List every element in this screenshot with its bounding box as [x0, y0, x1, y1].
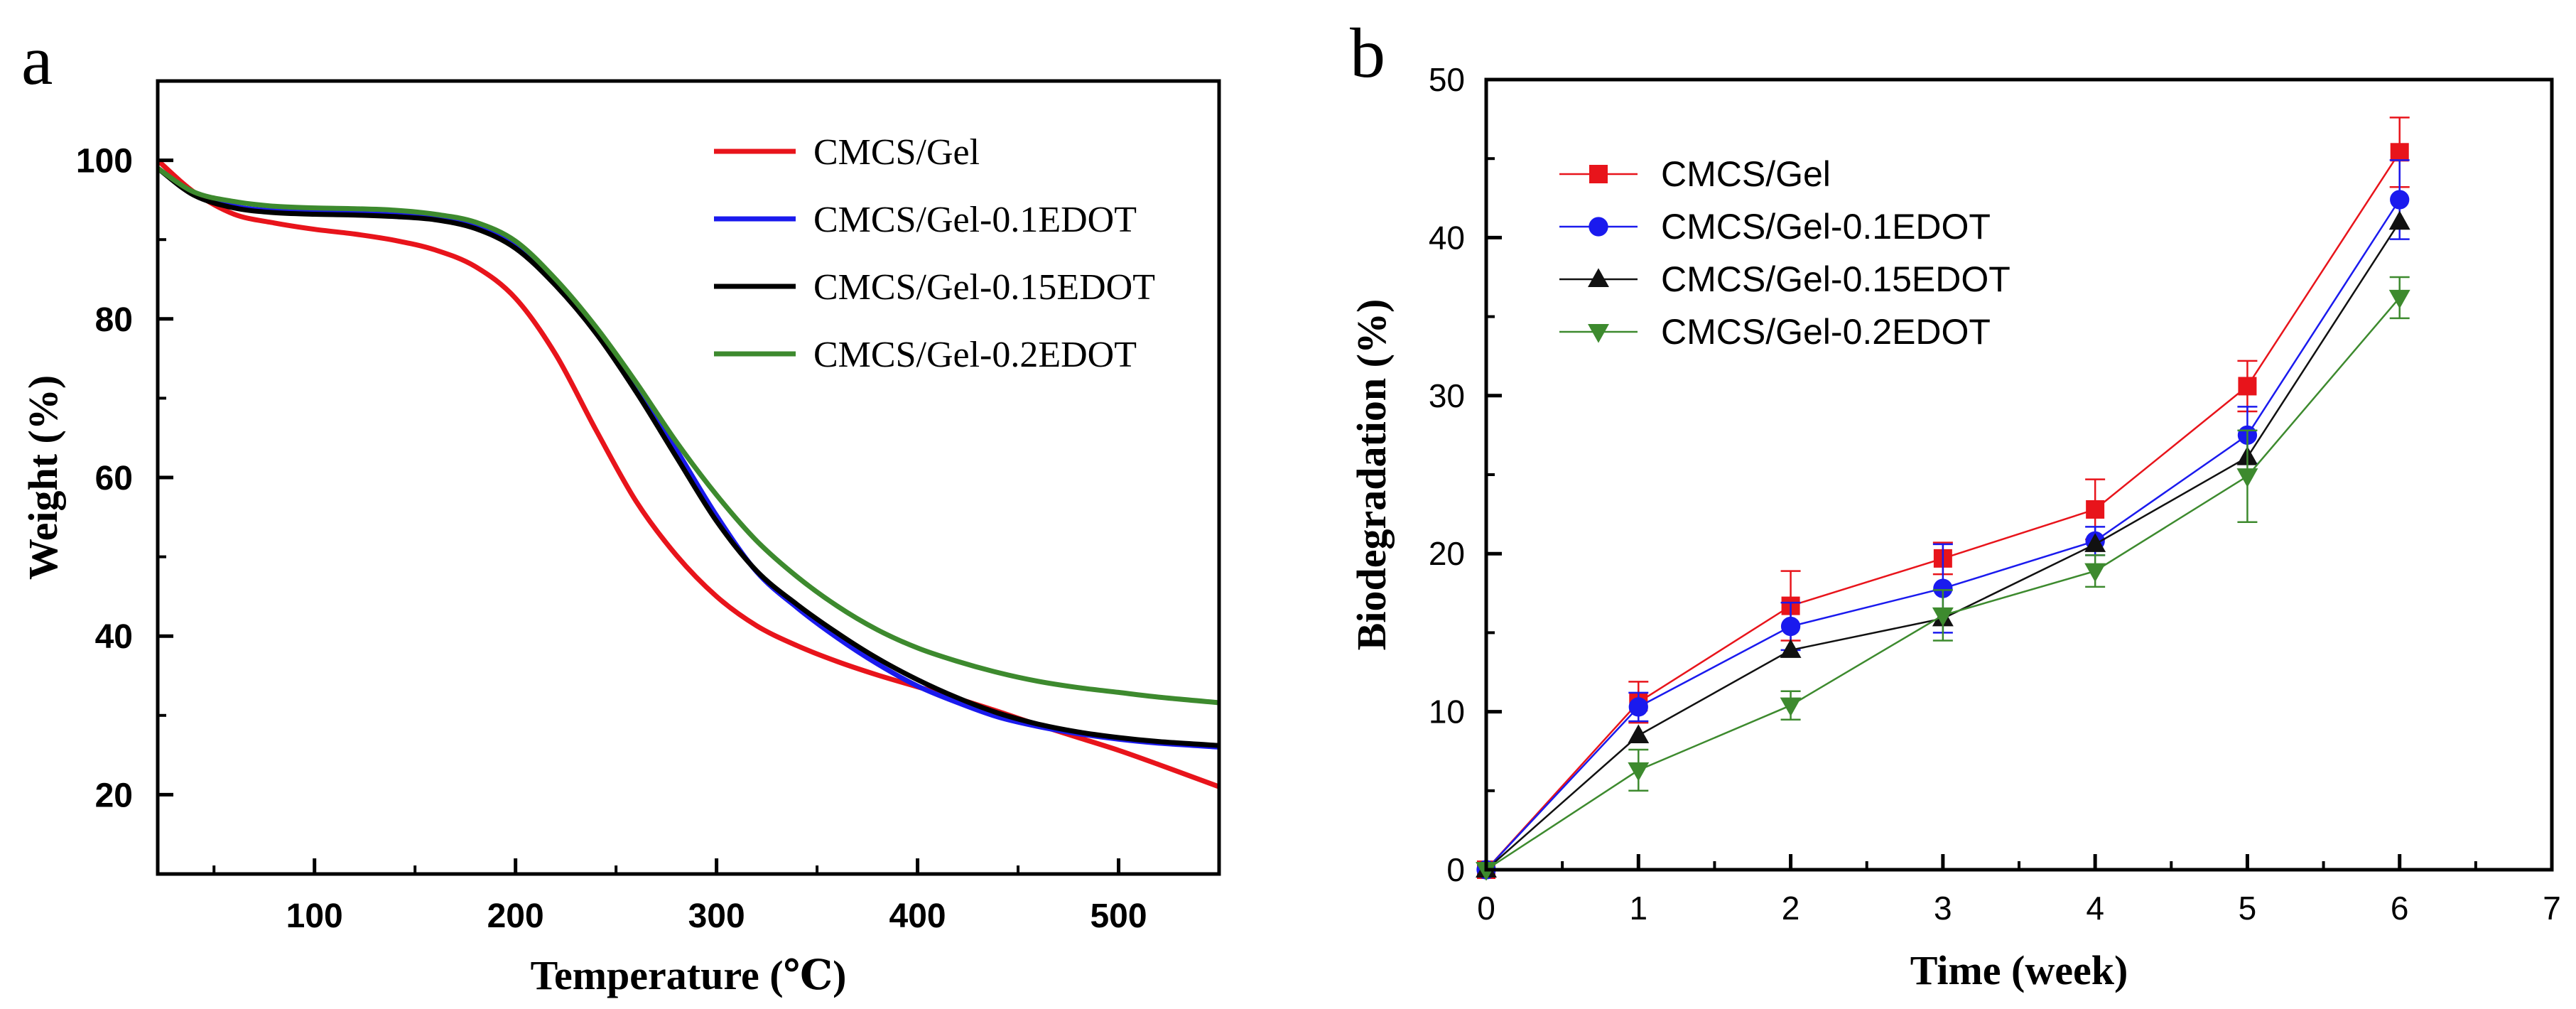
panel-a-x-tick-label: 100 — [286, 897, 343, 935]
panel-b-data-point-cmcs-gel-0-1edot — [2390, 190, 2410, 210]
panel-b-y-tick-label: 20 — [1429, 535, 1465, 572]
panel-b-x-tick-label: 5 — [2239, 890, 2257, 927]
panel-b-x-tick-label: 7 — [2543, 890, 2561, 927]
panel-b-x-tick-label: 4 — [2086, 890, 2104, 927]
panel-a-y-tick-label: 20 — [95, 777, 133, 814]
panel-a-legend-label: CMCS/Gel-0.2EDOT — [813, 335, 1137, 375]
panel-b-x-tick-label: 3 — [1934, 890, 1952, 927]
panel-b-data-point-cmcs-gel-0-2edot — [1932, 607, 1954, 627]
panel-a-y-axis-title: Weight (%) — [20, 375, 66, 580]
panel-a-legend-label: CMCS/Gel — [813, 132, 980, 173]
panel-b-y-tick-label: 0 — [1446, 851, 1465, 888]
panel-a-series-line-cmcs-gel-0-2edot — [156, 166, 1220, 706]
panel-a-tga-chart: a 100 200 300 400 500 20 40 60 80 100 Temperature… — [20, 21, 1221, 998]
panel-a-x-tick-label: 400 — [889, 897, 946, 935]
panel-b-legend-marker — [1588, 268, 1609, 288]
panel-b-x-axis-title: Time (week) — [1910, 947, 2128, 993]
panel-b-x-tick-label: 1 — [1629, 890, 1647, 927]
panel-a-y-tick-label: 80 — [95, 301, 133, 339]
panel-b-data-point-cmcs-gel-0-1edot — [1628, 697, 1648, 717]
panel-b-x-tick-label: 0 — [1477, 890, 1495, 927]
panel-b-legend: CMCS/Gel CMCS/Gel-0.1EDOT CMCS/Gel-0.15EDO… — [1559, 154, 2011, 352]
panel-a-x-tick-label: 500 — [1090, 897, 1147, 935]
panel-a-y-tick-label: 40 — [95, 618, 133, 656]
panel-b-legend-marker — [1589, 165, 1608, 183]
panel-a-y-tick-label: 60 — [95, 460, 133, 497]
panel-b-data-point-cmcs-gel-0-15edot — [2084, 533, 2106, 552]
panel-b-data-point-cmcs-gel-0-2edot — [1628, 762, 1650, 782]
panel-b-y-tick-label: 40 — [1429, 219, 1465, 256]
panel-b-legend-label: CMCS/Gel — [1661, 154, 1831, 194]
panel-b-legend-label: CMCS/Gel-0.2EDOT — [1661, 312, 1991, 352]
panel-a-series-line-cmcs-gel-0-15edot — [156, 166, 1220, 748]
panel-b-y-tick-label: 10 — [1429, 694, 1465, 730]
panel-b-label: b — [1350, 14, 1385, 92]
panel-a-y-tick-label: 100 — [76, 143, 133, 180]
panel-b-data-point-cmcs-gel — [2390, 143, 2409, 162]
panel-a-x-tick-label: 300 — [688, 897, 745, 935]
panel-b-legend-marker — [1589, 217, 1608, 237]
panel-b-y-tick-label: 30 — [1429, 377, 1465, 414]
panel-b-data-point-cmcs-gel — [2238, 377, 2257, 396]
panel-a-x-tick-label: 200 — [487, 897, 544, 935]
panel-b-y-axis-title: Biodegradation (%) — [1348, 299, 1395, 651]
panel-b-data-point-cmcs-gel-0-1edot — [1780, 616, 1801, 637]
panel-b-data-point-cmcs-gel-0-15edot — [1628, 724, 1650, 744]
panel-b-data-point-cmcs-gel-0-2edot — [2084, 563, 2106, 583]
panel-b-data-point-cmcs-gel-0-2edot — [1780, 697, 1802, 717]
panel-a-x-axis-title: Temperature (℃) — [531, 952, 847, 998]
panel-b-biodegradation-chart: b 0 1 2 3 4 5 6 7 0 10 20 30 40 50 Time (week) Biodeg… — [1348, 14, 2561, 993]
panel-b-data-point-cmcs-gel-0-2edot — [2388, 289, 2410, 309]
panel-a-label: a — [21, 21, 53, 99]
panel-b-y-tick-label: 50 — [1429, 61, 1465, 98]
panel-b-data-point-cmcs-gel-0-2edot — [2236, 468, 2258, 487]
panel-b-data-point-cmcs-gel-0-15edot — [1780, 639, 1802, 658]
panel-b-legend-marker — [1588, 323, 1609, 343]
panel-b-series-line-cmcs-gel-0-1edot — [1485, 199, 2401, 870]
panel-b-legend-label: CMCS/Gel-0.1EDOT — [1661, 207, 1991, 247]
panel-b-x-tick-label: 6 — [2391, 890, 2409, 927]
panel-b-data-point-cmcs-gel-0-1edot — [1933, 578, 1953, 598]
panel-a-legend-label: CMCS/Gel-0.1EDOT — [813, 200, 1137, 240]
panel-a-legend: CMCS/Gel CMCS/Gel-0.1EDOT CMCS/Gel-0.15EDO… — [714, 132, 1155, 375]
panel-b-data-point-cmcs-gel-0-15edot — [2388, 210, 2410, 230]
panel-b-data-point-cmcs-gel — [2086, 500, 2105, 519]
panel-b-legend-label: CMCS/Gel-0.15EDOT — [1661, 259, 2011, 299]
panel-a-legend-label: CMCS/Gel-0.15EDOT — [813, 267, 1155, 308]
panel-b-x-tick-label: 2 — [1782, 890, 1800, 927]
